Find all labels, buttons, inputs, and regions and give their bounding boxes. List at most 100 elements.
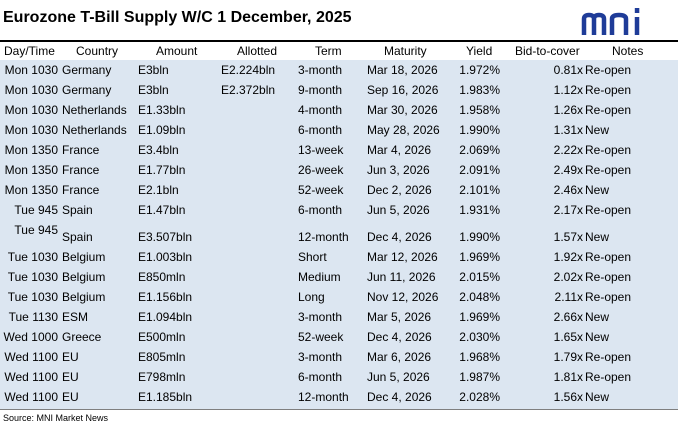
cell-notes: Re-open — [585, 370, 632, 384]
cell-yield: 2.028% — [459, 390, 500, 404]
cell-amount: E1.33bln — [138, 103, 186, 117]
cell-yield: 2.069% — [459, 143, 500, 157]
cell-yield: 1.990% — [459, 123, 500, 137]
cell-allotted: E2.372bln — [221, 83, 276, 97]
cell-term: 12-month — [298, 230, 349, 244]
cell-notes: New — [585, 310, 610, 324]
cell-notes: Re-open — [585, 270, 632, 284]
cell-notes: Re-open — [585, 63, 632, 77]
cell-day-time: Tue 945 — [14, 203, 58, 217]
cell-bid-to-cover: 2.22x — [553, 143, 583, 157]
cell-notes: New — [585, 183, 610, 197]
cell-amount: E1.47bln — [138, 203, 186, 217]
cell-day-time: Mon 1030 — [4, 123, 58, 137]
cell-yield: 1.968% — [459, 350, 500, 364]
cell-yield: 2.091% — [459, 163, 500, 177]
cell-amount: E3bln — [138, 63, 169, 77]
cell-notes: Re-open — [585, 163, 632, 177]
cell-maturity: Mar 18, 2026 — [367, 63, 438, 77]
cell-maturity: Mar 30, 2026 — [367, 103, 438, 117]
cell-yield: 1.983% — [459, 83, 500, 97]
cell-country: France — [62, 143, 100, 157]
cell-country: Germany — [62, 63, 112, 77]
cell-country: Belgium — [62, 270, 106, 284]
cell-bid-to-cover: 2.02x — [553, 270, 583, 284]
cell-bid-to-cover: 2.11x — [554, 290, 583, 304]
cell-yield: 1.990% — [459, 230, 500, 244]
cell-country: Spain — [62, 230, 93, 244]
cell-term: 6-month — [298, 370, 343, 384]
table-row: Tue 1030 Belgium E1.156bln Long Nov 12, 2026… — [0, 287, 678, 307]
cell-amount: E1.003bln — [138, 250, 193, 264]
cell-notes: Re-open — [585, 103, 632, 117]
cell-day-time: Mon 1030 — [4, 103, 58, 117]
table-row: Mon 1350 France E1.77bln 26-week Jun 3, 2026… — [0, 160, 678, 180]
cell-maturity: Nov 12, 2026 — [367, 290, 439, 304]
cell-country: EU — [62, 390, 79, 404]
cell-country: EU — [62, 370, 79, 384]
cell-term: 13-week — [298, 143, 344, 157]
cell-bid-to-cover: 1.92x — [553, 250, 583, 264]
cell-maturity: Jun 5, 2026 — [367, 203, 430, 217]
cell-country: France — [62, 163, 100, 177]
cell-bid-to-cover: 1.56x — [553, 390, 583, 404]
table-row: Mon 1030 Germany E3bln E2.224bln 3-month Mar … — [0, 60, 678, 80]
cell-notes: Re-open — [585, 350, 632, 364]
cell-notes: Re-open — [585, 143, 632, 157]
cell-amount: E1.185bln — [138, 390, 193, 404]
source-note: Source: MNI Market News — [3, 413, 109, 423]
cell-yield: 2.015% — [459, 270, 500, 284]
cell-day-time: Tue 1030 — [7, 250, 58, 264]
cell-yield: 1.969% — [459, 310, 500, 324]
cell-amount: E3.4bln — [138, 143, 179, 157]
cell-notes: New — [585, 123, 610, 137]
cell-maturity: Dec 4, 2026 — [367, 330, 432, 344]
cell-term: 6-month — [298, 203, 343, 217]
header-bid-to-cover: Bid-to-cover — [515, 44, 580, 58]
cell-amount: E500mln — [138, 330, 186, 344]
cell-country: Belgium — [62, 290, 106, 304]
cell-bid-to-cover: 1.57x — [553, 230, 583, 244]
cell-yield: 1.987% — [459, 370, 500, 384]
cell-amount: E2.1bln — [138, 183, 179, 197]
cell-day-time: Tue 945 — [14, 223, 58, 237]
cell-term: 3-month — [298, 310, 343, 324]
cell-bid-to-cover: 1.65x — [553, 330, 583, 344]
cell-allotted: E2.224bln — [221, 63, 276, 77]
cell-term: Short — [298, 250, 327, 264]
table-row: Mon 1350 France E3.4bln 13-week Mar 4, 2026 2… — [0, 140, 678, 160]
cell-notes: Re-open — [585, 203, 632, 217]
cell-day-time: Tue 1030 — [7, 290, 58, 304]
cell-yield: 2.030% — [459, 330, 500, 344]
cell-term: 52-week — [298, 330, 344, 344]
cell-maturity: Mar 6, 2026 — [367, 350, 432, 364]
cell-day-time: Mon 1030 — [4, 83, 58, 97]
table-row: Tue 1030 Belgium E1.003bln Short Mar 12, 202… — [0, 247, 678, 267]
cell-country: Greece — [62, 330, 102, 344]
cell-amount: E3bln — [138, 83, 169, 97]
table-row: Mon 1030 Netherlands E1.09bln 6-month May 28… — [0, 120, 678, 140]
table-body: Mon 1030 Germany E3bln E2.224bln 3-month Mar … — [0, 60, 678, 410]
cell-notes: Re-open — [585, 250, 632, 264]
cell-amount: E805mln — [138, 350, 186, 364]
header-country: Country — [76, 44, 119, 58]
cell-maturity: Jun 11, 2026 — [367, 270, 436, 284]
cell-day-time: Wed 1100 — [4, 390, 58, 404]
table-row: Mon 1030 Netherlands E1.33bln 4-month Mar 30… — [0, 100, 678, 120]
cell-bid-to-cover: 2.66x — [553, 310, 583, 324]
cell-bid-to-cover: 1.26x — [553, 103, 583, 117]
page-title: Eurozone T-Bill Supply W/C 1 December, 2… — [3, 9, 352, 26]
cell-bid-to-cover: 2.17x — [553, 203, 583, 217]
header-yield: Yield — [466, 44, 493, 58]
cell-day-time: Mon 1350 — [4, 143, 58, 157]
cell-yield: 2.101% — [459, 183, 500, 197]
cell-maturity: Sep 16, 2026 — [367, 83, 439, 97]
cell-notes: Re-open — [585, 83, 632, 97]
table-row: Wed 1100 EU E1.185bln 12-month Dec 4, 2026 2.… — [0, 387, 678, 407]
cell-day-time: Wed 1100 — [4, 370, 58, 384]
table-row: Tue 1130 ESM E1.094bln 3-month Mar 5, 2026 1.… — [0, 307, 678, 327]
cell-yield: 1.969% — [459, 250, 500, 264]
cell-day-time: Tue 1130 — [8, 310, 58, 324]
cell-term: 3-month — [298, 63, 343, 77]
cell-notes: New — [585, 230, 610, 244]
